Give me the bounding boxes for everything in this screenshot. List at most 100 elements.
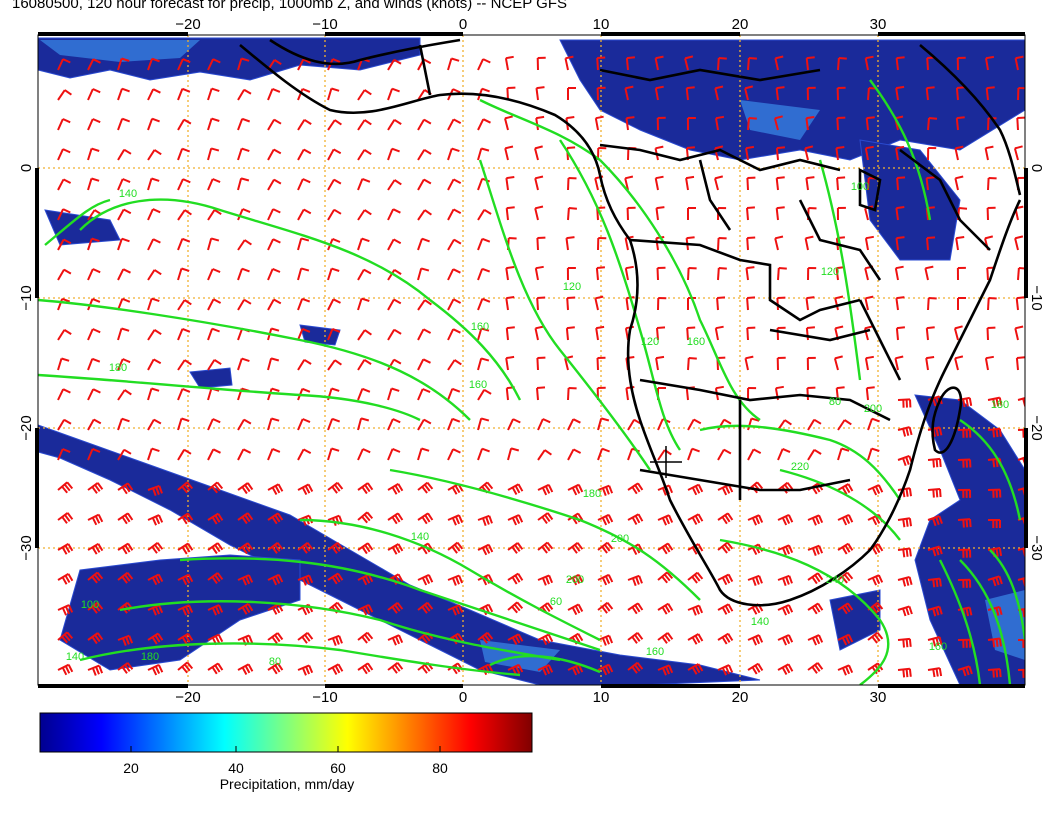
contour-line <box>38 373 421 422</box>
wind-barb <box>177 604 194 616</box>
wind-barb <box>775 176 785 191</box>
wind-barb <box>1015 356 1025 371</box>
wind-barb <box>267 632 284 644</box>
frame-bar-bottom <box>38 684 188 688</box>
wind-barb <box>147 387 160 401</box>
wind-barb <box>387 87 400 101</box>
wind-barb <box>357 177 371 191</box>
wind-barb <box>714 175 724 191</box>
wind-barb <box>925 176 935 191</box>
wind-barb <box>57 238 72 251</box>
border <box>899 148 991 251</box>
wind-barb <box>297 87 311 101</box>
wind-barb <box>567 177 577 191</box>
wind-barb <box>926 236 936 251</box>
wind-barb <box>87 482 104 494</box>
contour-label: 240 <box>826 574 844 586</box>
wind-barb <box>117 542 134 555</box>
wind-barb <box>597 541 614 554</box>
wind-barb <box>897 605 913 617</box>
wind-barb <box>897 576 913 587</box>
wind-barb <box>177 387 191 401</box>
wind-barb <box>984 355 994 371</box>
wind-barb <box>657 664 674 676</box>
wind-barb <box>417 601 434 614</box>
wind-barb <box>357 89 372 101</box>
wind-barb <box>57 512 74 524</box>
wind-barb <box>717 573 734 586</box>
wind-barb <box>297 632 314 644</box>
wind-barb <box>777 604 794 616</box>
map-frame <box>37 34 1026 686</box>
wind-barb <box>534 175 544 191</box>
wind-barb <box>147 663 164 676</box>
wind-barb <box>207 58 221 71</box>
wind-barb <box>717 541 734 554</box>
madagascar-coast <box>931 386 963 454</box>
wind-barb <box>447 387 461 401</box>
wind-barb <box>477 447 490 461</box>
wind-barb <box>536 356 546 371</box>
contour-label: 100 <box>81 599 99 611</box>
wind-barb <box>837 602 854 615</box>
wind-barb <box>177 209 192 221</box>
wind-barb <box>87 388 101 401</box>
wind-barb <box>237 298 252 311</box>
geopotential-contours <box>38 79 1025 685</box>
wind-barb <box>387 58 402 71</box>
wind-barb <box>327 267 340 281</box>
wind-barb <box>988 519 1001 529</box>
colorbar-ticks: 20 40 60 80 <box>123 746 448 776</box>
wind-barb <box>894 265 904 281</box>
wind-barb <box>806 86 816 101</box>
wind-barb <box>717 603 734 615</box>
wind-barb <box>536 56 546 71</box>
wind-barb <box>807 448 822 461</box>
lake <box>858 167 882 212</box>
wind-barb <box>447 359 462 371</box>
wind-barb <box>87 542 104 555</box>
wind-barb <box>717 267 727 281</box>
wind-barb <box>447 178 462 191</box>
wind-barb <box>924 265 934 281</box>
frame-bar-left <box>35 428 39 548</box>
wind-barb <box>117 482 134 495</box>
wind-barb <box>297 664 314 676</box>
wind-barb <box>387 208 401 221</box>
wind-barb <box>87 118 101 131</box>
frame-bar-bottom <box>601 684 740 688</box>
wind-barb <box>237 418 252 431</box>
wind-barb <box>267 87 281 101</box>
wind-barb <box>207 209 222 221</box>
lon-tick-bottom: 0 <box>459 689 467 706</box>
colorbar-tick-label: 40 <box>228 760 244 776</box>
contour-label: 180 <box>583 488 601 500</box>
wind-barb <box>567 418 581 431</box>
wind-barb <box>267 447 281 461</box>
wind-barb <box>927 515 943 527</box>
wind-barb <box>297 358 312 371</box>
wind-barb <box>956 266 966 281</box>
wind-barb <box>834 295 844 311</box>
wind-barb <box>447 514 464 526</box>
wind-barb <box>714 85 724 101</box>
wind-barb <box>775 206 785 221</box>
wind-barb <box>357 329 372 341</box>
lon-tick-bottom: −20 <box>175 689 200 706</box>
wind-barb <box>267 603 284 615</box>
wind-barb <box>57 89 72 101</box>
contour-line <box>79 642 521 677</box>
wind-barb <box>57 118 71 131</box>
wind-barb <box>117 117 131 131</box>
wind-barb <box>837 542 854 555</box>
wind-barb <box>57 148 71 161</box>
wind-barb <box>867 447 880 461</box>
wind-barb <box>207 604 224 616</box>
wind-barb <box>687 267 697 281</box>
frame-bar-top <box>601 32 740 36</box>
wind-barb <box>687 571 704 584</box>
wind-barb <box>417 328 432 341</box>
wind-barb <box>744 85 754 101</box>
wind-barb <box>477 147 490 161</box>
colorbar-label: Precipitation, mm/day <box>220 776 355 792</box>
